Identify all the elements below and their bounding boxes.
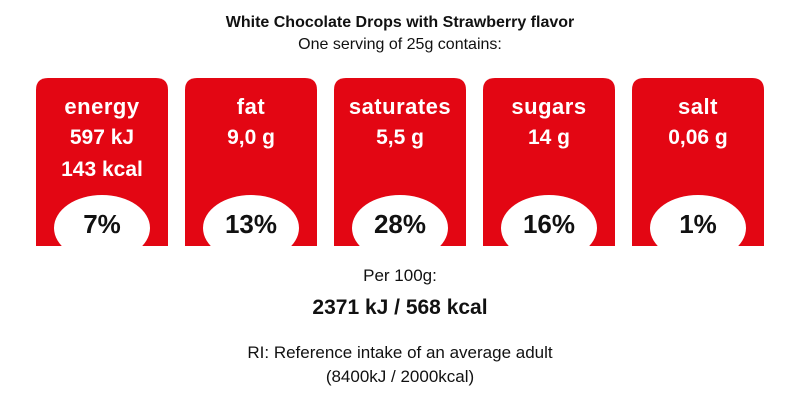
nutrient-name: sugars: [511, 94, 587, 119]
card-shape: [632, 78, 764, 250]
nutrient-cards: energy 597 kJ 143 kcal 7% fat 9,0 g 13% …: [36, 78, 764, 253]
card-shape: [185, 78, 317, 250]
per-100g-label: Per 100g:: [363, 266, 437, 285]
nutrient-amount-secondary: 143 kcal: [61, 158, 143, 181]
nutrient-name: energy: [64, 94, 140, 119]
product-title: White Chocolate Drops with Strawberry fl…: [225, 14, 575, 31]
reference-intake-values: (8400kJ / 2000kcal): [325, 367, 475, 386]
serving-info: One serving of 25g contains:: [298, 36, 502, 53]
nutrient-name: fat: [236, 94, 266, 119]
nutrient-percent: 7%: [83, 209, 121, 239]
nutrient-percent: 1%: [679, 209, 717, 239]
nutrient-card-sugars: sugars 14 g 16%: [483, 78, 615, 250]
nutrient-card-saturates: saturates 5,5 g 28%: [334, 78, 466, 250]
nutrient-amount: 9,0 g: [227, 126, 275, 149]
nutrient-card-fat: fat 9,0 g 13%: [185, 78, 317, 250]
nutrient-card-energy: energy 597 kJ 143 kcal 7%: [36, 78, 168, 250]
nutrient-amount: 597 kJ: [69, 126, 135, 149]
nutrient-name: salt: [678, 94, 718, 119]
nutrient-amount: 5,5 g: [376, 126, 424, 149]
nutrient-percent: 13%: [224, 209, 278, 239]
per-100g-energy: 2371 kJ / 568 kcal: [312, 296, 488, 319]
nutrient-card-salt: salt 0,06 g 1%: [632, 78, 764, 250]
nutrient-amount: 14 g: [527, 126, 571, 149]
card-shape: [483, 78, 615, 250]
reference-intake-label: RI: Reference intake of an average adult: [247, 343, 553, 362]
nutrient-percent: 16%: [522, 209, 576, 239]
card-shape: [36, 78, 168, 250]
card-shape: [334, 78, 466, 250]
nutrient-amount: 0,06 g: [668, 126, 728, 149]
nutrient-name: saturates: [348, 94, 452, 119]
nutrient-percent: 28%: [373, 209, 427, 239]
